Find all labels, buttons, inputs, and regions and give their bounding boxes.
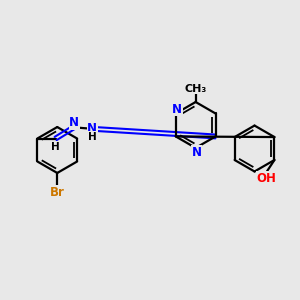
Text: N: N: [69, 116, 79, 129]
Text: N: N: [192, 146, 202, 159]
Text: H: H: [88, 132, 97, 142]
Text: N: N: [172, 103, 182, 116]
Text: OH: OH: [256, 172, 276, 185]
Text: Br: Br: [50, 186, 65, 199]
Text: N: N: [87, 122, 97, 135]
Text: CH₃: CH₃: [184, 84, 207, 94]
Text: H: H: [51, 142, 60, 152]
